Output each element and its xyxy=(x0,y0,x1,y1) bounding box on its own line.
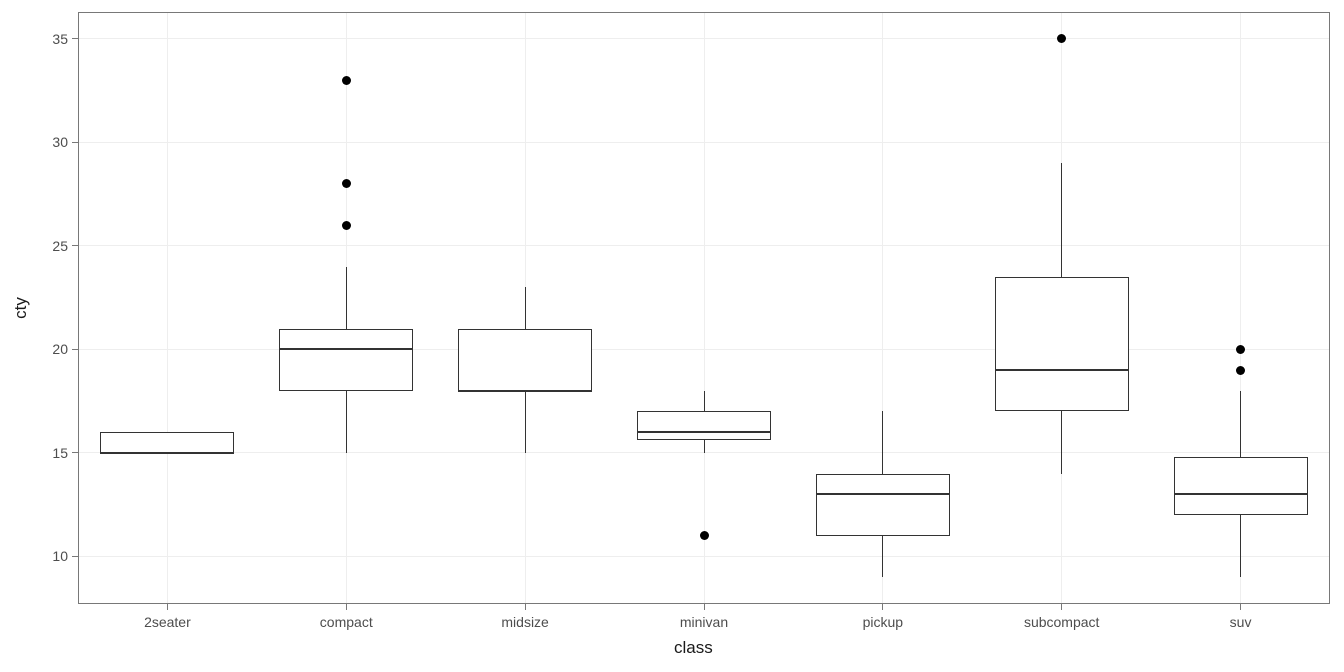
boxplot-chart: cty class 10 15 20 25 30 35 2seatercompactmids… xyxy=(0,0,1344,672)
y-tick-mark xyxy=(72,38,78,39)
y-tick-label: 20 xyxy=(28,341,68,357)
outlier-point xyxy=(1236,366,1245,375)
median-line xyxy=(995,369,1129,371)
box xyxy=(816,474,950,536)
y-tick-label: 30 xyxy=(28,134,68,150)
box xyxy=(458,329,592,391)
box xyxy=(995,277,1129,412)
x-axis-title: class xyxy=(674,638,713,658)
grid-line-v xyxy=(167,12,168,604)
y-tick-label: 25 xyxy=(28,238,68,254)
x-tick-label: 2seater xyxy=(78,614,257,630)
x-tick-label: subcompact xyxy=(972,614,1151,630)
x-tick-label: minivan xyxy=(615,614,794,630)
whisker xyxy=(704,391,705,412)
x-tick-label: midsize xyxy=(436,614,615,630)
whisker xyxy=(1240,515,1241,577)
y-tick-mark xyxy=(72,349,78,350)
box xyxy=(637,411,771,440)
y-tick-label: 10 xyxy=(28,548,68,564)
whisker xyxy=(882,411,883,473)
whisker xyxy=(1061,411,1062,473)
x-tick-mark xyxy=(882,604,883,610)
y-tick-mark xyxy=(72,142,78,143)
y-tick-mark xyxy=(72,556,78,557)
whisker xyxy=(346,267,347,329)
y-tick-mark xyxy=(72,245,78,246)
x-tick-mark xyxy=(167,604,168,610)
y-axis-title: cty xyxy=(11,297,31,319)
box xyxy=(1174,457,1308,515)
median-line xyxy=(816,493,950,495)
whisker xyxy=(704,440,705,452)
outlier-point xyxy=(700,531,709,540)
x-tick-label: suv xyxy=(1151,614,1330,630)
x-tick-mark xyxy=(1061,604,1062,610)
median-line xyxy=(1174,493,1308,495)
median-line xyxy=(637,431,771,433)
outlier-point xyxy=(342,76,351,85)
whisker xyxy=(525,391,526,453)
x-tick-mark xyxy=(1240,604,1241,610)
y-tick-mark xyxy=(72,452,78,453)
x-tick-label: pickup xyxy=(793,614,972,630)
outlier-point xyxy=(342,221,351,230)
whisker xyxy=(882,536,883,577)
grid-line-v xyxy=(704,12,705,604)
y-tick-label: 15 xyxy=(28,445,68,461)
whisker xyxy=(1240,391,1241,457)
whisker xyxy=(1061,163,1062,277)
median-line xyxy=(458,390,592,392)
box xyxy=(100,432,234,453)
median-line xyxy=(279,348,413,350)
x-tick-mark xyxy=(704,604,705,610)
x-tick-mark xyxy=(346,604,347,610)
y-tick-label: 35 xyxy=(28,31,68,47)
whisker xyxy=(346,391,347,453)
x-tick-label: compact xyxy=(257,614,436,630)
median-line xyxy=(100,452,234,454)
whisker xyxy=(525,287,526,328)
outlier-point xyxy=(1236,345,1245,354)
x-tick-mark xyxy=(525,604,526,610)
box xyxy=(279,329,413,391)
